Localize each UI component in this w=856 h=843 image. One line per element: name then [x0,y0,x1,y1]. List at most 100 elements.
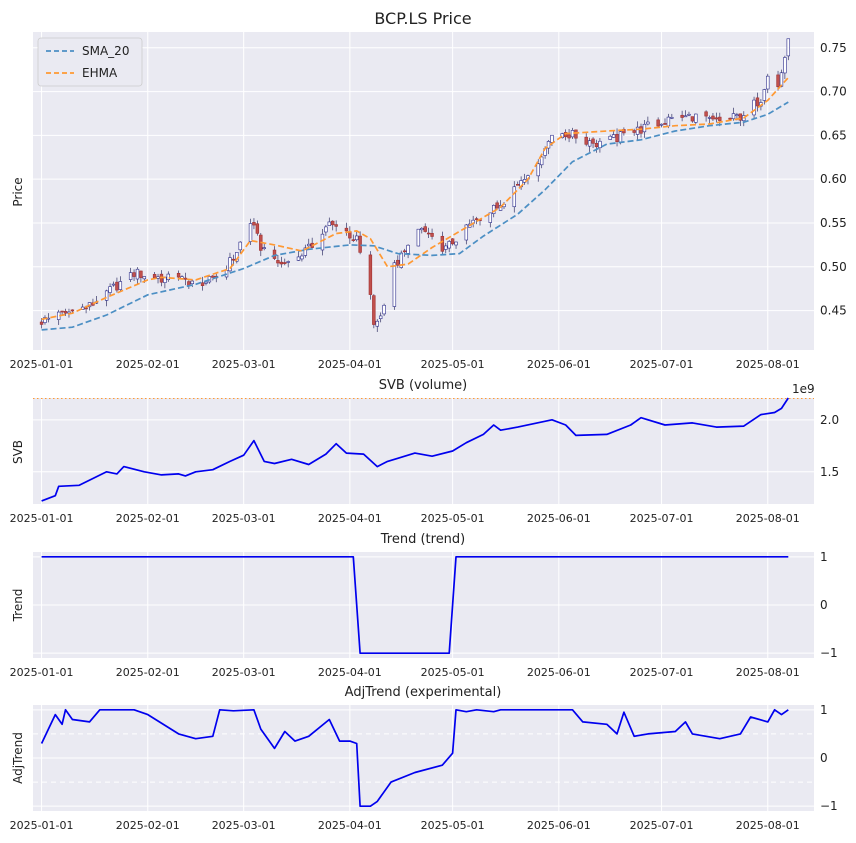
y-tick-label: 0.70 [820,85,847,99]
candle-up [550,134,554,143]
candle-up [307,243,311,247]
candle-up [327,221,332,226]
candle-up [190,280,194,285]
candle-down [39,321,44,325]
candle-up [666,116,671,127]
price-panel: BCP.LS Price Price 2025-01-01 2025-02-01 2… [10,9,847,371]
candle-down [331,220,335,226]
x-tick-label: 2025-08-01 [736,819,800,832]
x-tick-label: 2025-06-01 [527,512,591,525]
price-chart-title: BCP.LS Price [374,9,471,28]
y-tick-label: 1 [820,550,828,564]
series-line [41,397,790,502]
candle-down [60,310,64,313]
x-tick-label: 2025-07-01 [630,512,694,525]
x-tick-label: 2025-04-01 [318,512,382,525]
svb-gridlines [33,398,814,504]
candle-up [128,272,133,280]
candle-down [344,227,349,232]
candle-up [659,123,664,126]
x-tick-label: 2025-05-01 [421,666,485,679]
candle-up [608,135,612,140]
candle-up [262,247,266,249]
candle-down [279,261,284,265]
candle-down [714,117,719,120]
candle-up [118,281,123,290]
candle-up [611,134,616,138]
candle-down [423,226,427,232]
x-tick-label: 2025-06-01 [527,819,591,832]
candle-up [587,140,592,147]
series-line [41,555,789,655]
candle-down [132,272,136,277]
candle-down [115,281,119,291]
y-tick-label: 0 [820,751,828,765]
candle-up [156,276,160,279]
y-tick-label: 1.5 [820,465,839,479]
trend-tick-labels: 2025-01-01 2025-02-01 2025-03-01 2025-04-01… [10,550,838,679]
candle-up [392,262,397,307]
candle-down [426,232,431,235]
trend-chart-title: Trend (trend) [380,532,466,547]
candle-down [283,262,287,264]
x-tick-label: 2025-06-01 [527,358,591,371]
adjtrend-y-axis-label: AdjTrend [11,732,25,784]
ehma-line [41,77,789,321]
candle-down [176,272,181,278]
svb-panel: SVB (volume) SVB 1e9 2025-01-01 2025-02-0… [10,378,839,525]
y-tick-label: 0 [820,598,828,612]
candle-down [63,310,68,314]
candle-down [139,270,143,278]
legend-label-sma20: SMA_20 [82,44,129,58]
candle-down [704,111,708,117]
candle-up [416,228,421,247]
candle-down [200,282,205,286]
candle-down [358,235,362,253]
candle-down [474,218,479,220]
candle-up [111,283,116,286]
candle-up [488,212,492,223]
candle-down [252,222,256,226]
svb-plot-area [33,398,814,504]
x-tick-label: 2025-07-01 [630,358,694,371]
candle-up [406,244,410,254]
candle-down [183,277,188,280]
candle-up [378,315,383,319]
candle-up [420,228,424,231]
candle-up [694,113,698,123]
y-tick-label: 0.75 [820,41,847,55]
candle-down [152,274,157,279]
trend-marks [41,555,789,655]
x-tick-label: 2025-05-01 [421,819,485,832]
price-y-axis-label: Price [11,177,25,206]
candle-down [776,74,780,88]
candle-up [635,126,640,135]
svb-y-axis-label: SVB [11,440,25,464]
candle-down [738,113,743,121]
legend-label-ehma: EHMA [82,66,118,80]
candle-up [735,114,739,116]
x-tick-label: 2025-08-01 [736,512,800,525]
candle-down [680,114,684,118]
candle-up [375,320,379,327]
y-tick-label: 1 [820,703,828,717]
candle-down [567,134,571,139]
candle-down [372,295,376,325]
adjtrend-chart-title: AdjTrend (experimental) [345,685,502,700]
candle-up [752,99,756,116]
candle-down [402,250,407,253]
svb-tick-labels: 2025-01-01 2025-02-01 2025-03-01 2025-04-01… [10,413,839,525]
series-line [40,708,789,808]
candle-down [690,116,695,122]
y-tick-label: 0.55 [820,216,847,230]
candle-up [731,113,736,120]
candle-up [228,257,232,272]
x-tick-label: 2025-04-01 [318,666,382,679]
candle-up [646,121,650,125]
candle-up [444,245,448,250]
candle-up [142,276,147,280]
candle-up [786,38,791,57]
candle-down [450,238,455,245]
candle-down [515,184,520,186]
